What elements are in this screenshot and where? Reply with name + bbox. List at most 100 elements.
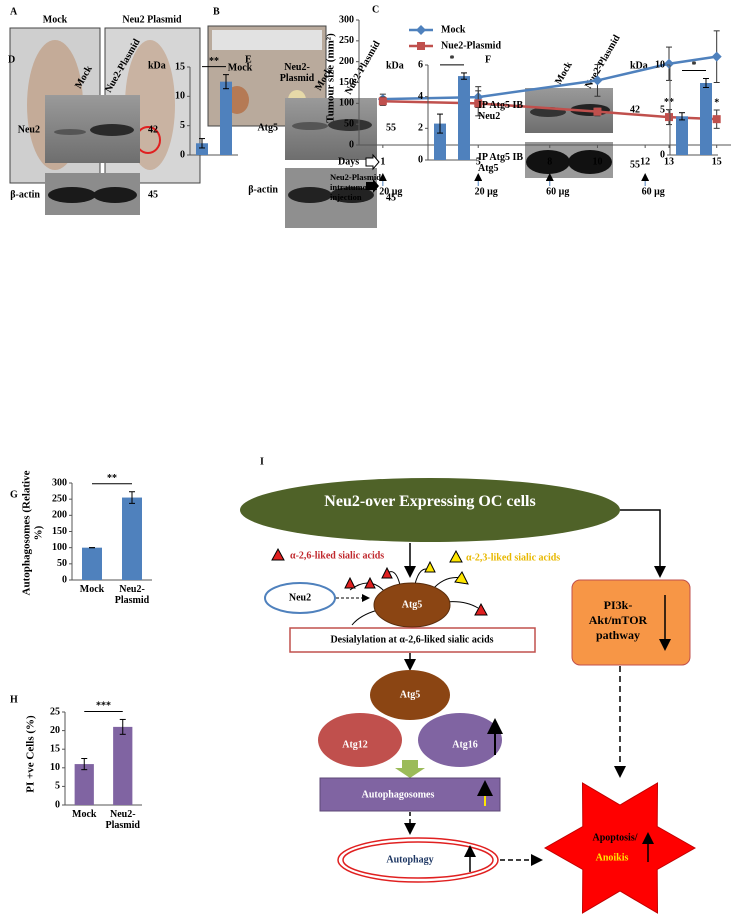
series-marker bbox=[593, 107, 602, 116]
bar bbox=[220, 81, 232, 155]
significance: * bbox=[692, 60, 697, 71]
arrow-icon bbox=[365, 153, 380, 171]
injection-dose: 60 μg bbox=[546, 186, 569, 197]
node-text: Apoptosis/ bbox=[592, 832, 637, 843]
node-text: Desialylation at α-2,6-liked sialic acid… bbox=[330, 634, 493, 645]
photo-caption: Mock bbox=[228, 62, 253, 73]
bar bbox=[82, 547, 102, 580]
neu2-ellipse bbox=[264, 582, 336, 614]
row-label: β-actin bbox=[248, 184, 278, 195]
panel-label: G bbox=[10, 489, 18, 500]
series-marker bbox=[665, 113, 673, 122]
y-tick-label: 4 bbox=[418, 91, 423, 102]
blot-band bbox=[93, 187, 137, 203]
panel-label: I bbox=[260, 456, 264, 467]
y-tick-label: 300 bbox=[339, 14, 354, 25]
y-tick-label: 5 bbox=[180, 120, 185, 131]
panel-label: H bbox=[10, 694, 18, 705]
blot-band bbox=[328, 119, 372, 131]
unit: kDa bbox=[148, 60, 166, 71]
x-tick-label: 1 bbox=[380, 156, 385, 167]
arrow bbox=[395, 760, 425, 778]
y-tick-label: 50 bbox=[57, 558, 67, 569]
node-text: Atg5 bbox=[402, 599, 423, 610]
column-header: Mock bbox=[553, 60, 575, 87]
y-tick-label: 5 bbox=[660, 104, 665, 115]
row-label: IP Atg5 IB Neu2 bbox=[478, 100, 524, 122]
atg12-ellipse bbox=[318, 713, 402, 767]
y-tick-label: 150 bbox=[339, 77, 354, 88]
blot-band bbox=[48, 187, 96, 203]
injection-label: Neu2-Plasmid intratumoral injection bbox=[330, 172, 381, 202]
significance: *** bbox=[96, 701, 111, 712]
kda: 42 bbox=[630, 104, 640, 115]
y-tick-label: 15 bbox=[50, 743, 60, 754]
injection-dose: 20 μg bbox=[475, 186, 498, 197]
node-text: PI3k-Akt/mTOR pathway bbox=[588, 598, 648, 642]
atg5-ellipse bbox=[373, 582, 451, 628]
blot-band bbox=[330, 187, 374, 203]
blot-band bbox=[288, 187, 332, 203]
series-marker bbox=[378, 97, 387, 106]
sialic-triangles bbox=[344, 560, 488, 616]
legend-triangle bbox=[449, 549, 463, 563]
x-tick-label: Neu2-Plasmid bbox=[105, 809, 140, 831]
significance: ** bbox=[664, 97, 674, 108]
photo-caption: Mock bbox=[43, 14, 68, 25]
significance: ** bbox=[107, 473, 117, 484]
panel-label: C bbox=[372, 4, 379, 15]
series-marker bbox=[664, 58, 674, 69]
x-tick-label: 15 bbox=[712, 156, 722, 167]
panel-label: D bbox=[8, 54, 15, 65]
kda: 55 bbox=[386, 122, 396, 133]
bar bbox=[122, 497, 142, 580]
y-axis-label: Tumour size (mm²) bbox=[324, 32, 336, 123]
row-label: β-actin bbox=[10, 189, 40, 200]
bar bbox=[74, 764, 94, 805]
y-tick-label: 200 bbox=[339, 56, 354, 67]
y-tick-label: 100 bbox=[339, 98, 354, 109]
blot-band bbox=[568, 150, 612, 174]
y-tick-label: 150 bbox=[52, 526, 67, 537]
column-header: Nue2-Plasmid bbox=[343, 39, 383, 97]
unit: kDa bbox=[386, 60, 404, 71]
y-tick-label: 0 bbox=[55, 799, 60, 810]
x-tick-label: Neu2-Plasmid bbox=[114, 584, 150, 606]
panel-label: B bbox=[213, 6, 220, 17]
x-tick-label: 12 bbox=[640, 156, 650, 167]
atg16-ellipse bbox=[418, 713, 502, 767]
row-label: Atg5 bbox=[257, 122, 278, 133]
x-tick-label: Mock bbox=[79, 584, 105, 595]
cell-ellipse bbox=[240, 478, 620, 542]
significance: * bbox=[450, 54, 455, 65]
y-tick-label: 20 bbox=[50, 725, 60, 736]
apoptosis-star bbox=[543, 782, 697, 914]
legend-marker bbox=[417, 42, 425, 50]
y-tick-label: 0 bbox=[349, 139, 354, 150]
series-marker bbox=[592, 75, 603, 86]
x-axis-label: Days bbox=[338, 156, 359, 167]
series-marker bbox=[474, 99, 483, 108]
bar bbox=[700, 83, 712, 155]
node-text: Autophagosomes bbox=[362, 789, 435, 800]
bar bbox=[196, 143, 208, 155]
y-tick-label: 250 bbox=[339, 35, 354, 46]
kda: 42 bbox=[148, 124, 158, 135]
y-tick-label: 0 bbox=[180, 149, 185, 160]
node-text: Atg16 bbox=[452, 739, 478, 750]
y-axis-label: PI +ve Cells (%) bbox=[24, 714, 36, 793]
y-tick-label: 300 bbox=[52, 477, 67, 488]
blot-band bbox=[526, 150, 570, 174]
unit: kDa bbox=[630, 60, 648, 71]
x-tick-label: 5 bbox=[476, 156, 481, 167]
y-tick-label: 0 bbox=[418, 154, 423, 165]
autophagy-ellipse bbox=[337, 837, 499, 883]
x-tick-label: 10 bbox=[592, 156, 602, 167]
blot-band bbox=[292, 122, 328, 130]
x-tick-label: 8 bbox=[547, 156, 552, 167]
y-tick-label: 2 bbox=[418, 123, 423, 134]
y-axis-label: Autophagosomes (Relative %) bbox=[20, 470, 44, 595]
process-box bbox=[319, 777, 501, 812]
y-tick-label: 200 bbox=[52, 510, 67, 521]
